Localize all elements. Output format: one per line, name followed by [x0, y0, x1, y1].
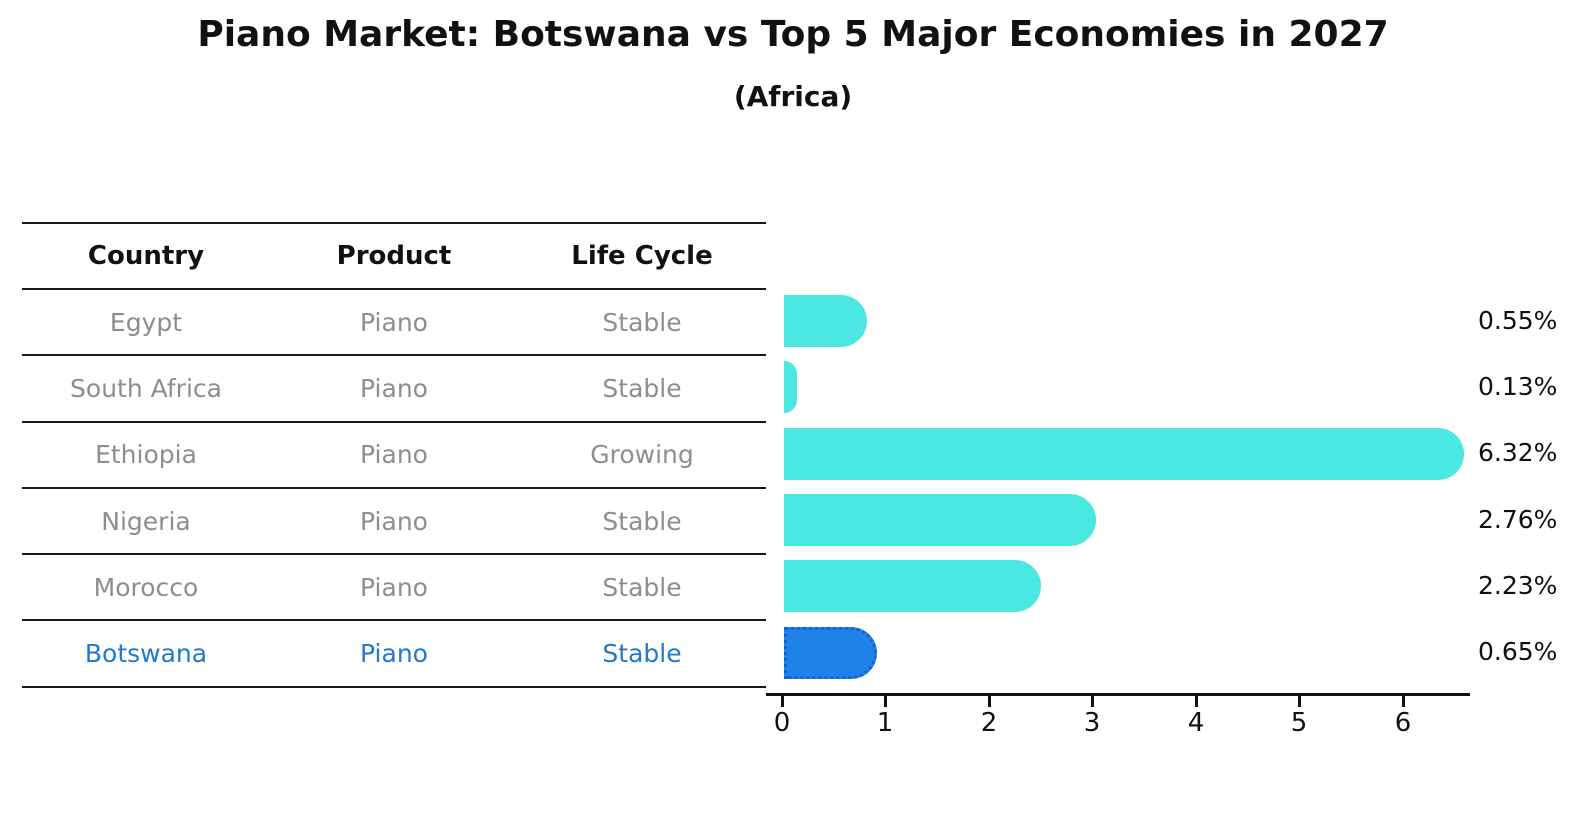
value-label-south-africa: 0.13%: [1478, 372, 1558, 401]
value-label-morocco: 2.23%: [1478, 571, 1558, 600]
x-ticklabel-5: 5: [1290, 708, 1308, 738]
x-tick-1: [884, 696, 887, 707]
x-tick-4: [1195, 696, 1198, 707]
cell-product: Piano: [360, 373, 428, 403]
chart-subtitle: (Africa): [733, 80, 853, 113]
cell-country: Egypt: [109, 307, 183, 337]
value-label-botswana: 0.65%: [1478, 637, 1558, 666]
x-ticklabel-0: 0: [773, 708, 791, 738]
cell-life-cycle: Stable: [602, 506, 682, 536]
x-ticklabel-6: 6: [1394, 708, 1412, 738]
cell-product: Piano: [360, 639, 428, 669]
cell-life-cycle: Stable: [602, 639, 682, 669]
cell-country: South Africa: [70, 373, 222, 403]
bar-ethiopia: [784, 428, 1465, 480]
value-label-ethiopia: 6.32%: [1478, 438, 1558, 467]
cell-life-cycle: Stable: [602, 307, 682, 337]
column-header-product: Product: [336, 241, 452, 271]
cell-product: Piano: [360, 506, 428, 536]
bar-nigeria: [784, 494, 1096, 546]
x-ticklabel-2: 2: [980, 708, 998, 738]
cell-product: Piano: [360, 572, 428, 602]
value-label-nigeria: 2.76%: [1478, 505, 1558, 534]
column-header-country: Country: [87, 241, 205, 271]
x-tick-5: [1298, 696, 1301, 707]
bar-egypt: [784, 295, 867, 347]
bar-south-africa: [784, 361, 798, 413]
cell-product: Piano: [360, 440, 428, 470]
cell-country: Morocco: [93, 572, 199, 602]
chart-title: Piano Market: Botswana vs Top 5 Major Ec…: [197, 14, 1389, 55]
x-tick-6: [1402, 696, 1405, 707]
table-header-row: Country Product Life Cycle: [22, 224, 766, 290]
cell-country: Botswana: [84, 639, 208, 669]
country-table: Country Product Life Cycle Egypt Piano S…: [22, 222, 766, 688]
x-axis-line: [766, 693, 1470, 696]
column-header-life-cycle: Life Cycle: [571, 241, 713, 271]
cell-life-cycle: Stable: [602, 373, 682, 403]
x-tick-0: [781, 696, 784, 707]
table-row-nigeria: Nigeria Piano Stable: [22, 489, 766, 556]
x-ticklabel-1: 1: [876, 708, 894, 738]
cell-life-cycle: Stable: [602, 572, 682, 602]
cell-life-cycle: Growing: [590, 440, 694, 470]
table-row-botswana: Botswana Piano Stable: [22, 621, 766, 688]
value-label-egypt: 0.55%: [1478, 306, 1558, 335]
cell-country: Nigeria: [101, 506, 191, 536]
bar-botswana: [784, 627, 878, 679]
cell-country: Ethiopia: [95, 440, 197, 470]
x-ticklabel-4: 4: [1187, 708, 1205, 738]
cell-product: Piano: [360, 307, 428, 337]
table-row-south-africa: South Africa Piano Stable: [22, 356, 766, 423]
x-tick-2: [988, 696, 991, 707]
bar-morocco: [784, 560, 1041, 612]
x-tick-3: [1091, 696, 1094, 707]
table-row-egypt: Egypt Piano Stable: [22, 290, 766, 357]
x-ticklabel-3: 3: [1083, 708, 1101, 738]
table-row-ethiopia: Ethiopia Piano Growing: [22, 423, 766, 489]
table-row-morocco: Morocco Piano Stable: [22, 555, 766, 622]
